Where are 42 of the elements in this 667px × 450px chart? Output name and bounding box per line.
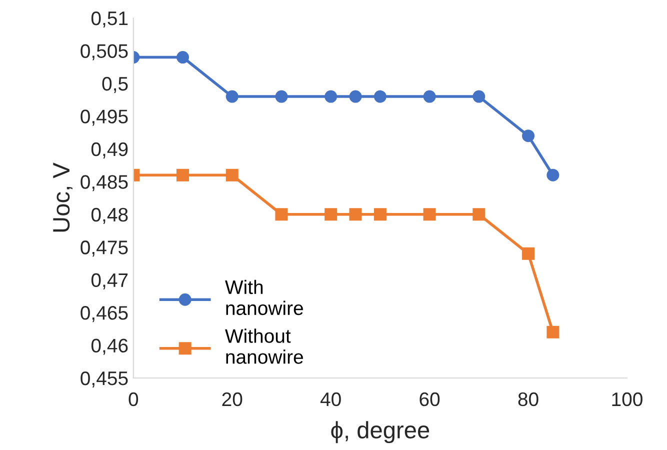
point	[176, 51, 190, 64]
point	[522, 130, 535, 142]
x-tick-label: 100	[612, 392, 642, 406]
point	[423, 90, 436, 103]
point	[374, 90, 386, 103]
point	[546, 168, 560, 182]
y-tick-label: 0,46	[91, 338, 128, 355]
x-tick-label: 20	[222, 392, 242, 406]
point	[423, 208, 436, 221]
y-axis-title: Uoc, V	[53, 162, 72, 232]
x-axis-title: ϕ, degree	[331, 421, 430, 444]
point	[176, 168, 190, 182]
point	[275, 90, 288, 103]
y-tick-label: 0,48	[91, 208, 128, 224]
y-tick-label: 0,49	[91, 142, 128, 158]
x-tick-label: 80	[518, 392, 538, 406]
y-tick-label: 0,47	[91, 273, 128, 290]
point	[226, 90, 238, 103]
point	[349, 90, 362, 103]
point	[546, 326, 560, 338]
point	[226, 168, 238, 182]
y-tick-label: 0,465	[80, 306, 128, 322]
y-tick-label: 0,475	[80, 240, 128, 257]
legend-label: Without nanowire	[225, 328, 303, 364]
point	[522, 247, 535, 260]
legend-label: With nanowire	[225, 280, 303, 316]
y-tick-label: 0,505	[80, 44, 128, 60]
y-tick-label: 0,455	[80, 371, 128, 388]
point	[472, 90, 486, 103]
y-tick-label: 0,485	[80, 175, 128, 192]
point	[349, 208, 362, 221]
x-tick-label: 0	[128, 392, 138, 406]
point	[472, 208, 486, 221]
point	[324, 208, 338, 221]
point	[374, 208, 386, 221]
y-tick-label: 0,495	[80, 110, 128, 126]
x-tick-label: 60	[420, 392, 440, 406]
point	[275, 208, 288, 221]
y-tick-label: 0,5	[102, 76, 128, 93]
point	[324, 90, 338, 103]
x-tick-label: 40	[320, 392, 341, 406]
y-tick-label: 0,51	[91, 11, 128, 28]
